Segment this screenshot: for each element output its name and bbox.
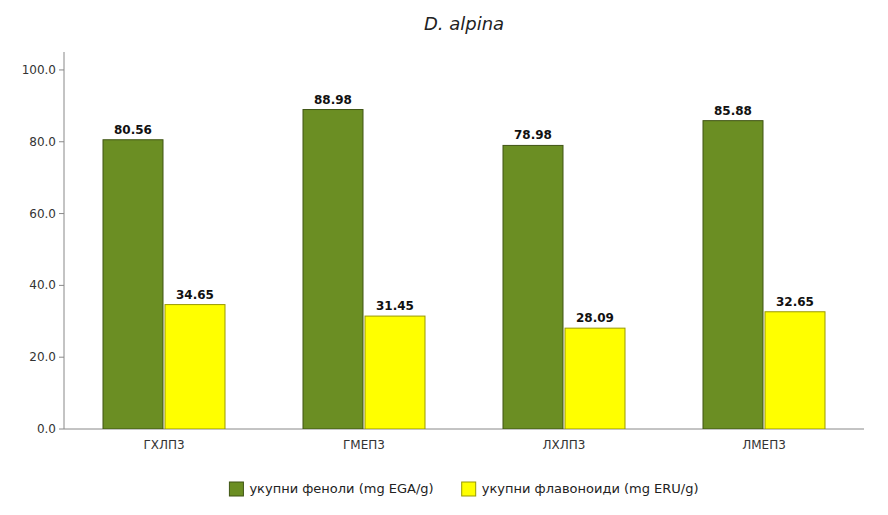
data-label: 80.56 xyxy=(114,123,152,137)
y-tick xyxy=(59,141,64,142)
legend-label: укупни флавоноиди (mg ERU/g) xyxy=(482,481,699,496)
y-tick-label: 60.0 xyxy=(29,207,56,221)
data-label: 28.09 xyxy=(576,311,614,325)
legend-label: укупни феноли (mg EGA/g) xyxy=(249,481,433,496)
y-tick xyxy=(59,429,64,430)
legend-item: укупни флавоноиди (mg ERU/g) xyxy=(462,481,699,496)
bars xyxy=(103,110,825,429)
title: D. alpina xyxy=(424,13,504,34)
y-tick-label: 100.0 xyxy=(22,63,56,77)
legend-swatch xyxy=(462,482,476,496)
bar xyxy=(103,140,163,429)
y-tick-label: 80.0 xyxy=(29,135,56,149)
data-label: 32.65 xyxy=(776,295,814,309)
data-label: 85.88 xyxy=(714,104,752,118)
legend-swatch xyxy=(229,482,243,496)
y-tick xyxy=(59,357,64,358)
y-tick xyxy=(59,285,64,286)
bar xyxy=(165,305,225,429)
data-label: 31.45 xyxy=(376,299,414,313)
bar xyxy=(765,312,825,429)
chart: D. alpina 0.0 20.0 40.0 60.0 80.0 100.0 80.56 34… xyxy=(0,0,888,515)
y-tick xyxy=(59,213,64,214)
data-label: 78.98 xyxy=(514,128,552,142)
y-tick-label: 40.0 xyxy=(29,278,56,292)
x-tick-label: ЛХЛП3 xyxy=(543,438,586,452)
y-tick xyxy=(59,69,64,70)
data-label: 34.65 xyxy=(176,288,214,302)
legend: укупни феноли (mg EGA/g) укупни флавоноид… xyxy=(229,481,698,496)
x-tick-label: ГМЕП3 xyxy=(343,438,385,452)
y-tick-label: 0.0 xyxy=(37,422,56,436)
bar xyxy=(703,121,763,429)
bar xyxy=(503,145,563,429)
bar xyxy=(565,328,625,429)
y-axis: 0.0 20.0 40.0 60.0 80.0 100.0 xyxy=(22,52,864,436)
y-tick-label: 20.0 xyxy=(29,350,56,364)
legend-item: укупни феноли (mg EGA/g) xyxy=(229,481,433,496)
bar xyxy=(365,316,425,429)
x-tick-label: ГХЛП3 xyxy=(143,438,184,452)
data-label: 88.98 xyxy=(314,93,352,107)
data-labels: 80.56 34.65 88.98 31.45 78.98 28.09 85.88 32.65 xyxy=(114,93,814,326)
y-axis-line xyxy=(64,52,65,429)
bar xyxy=(303,110,363,429)
x-tick-label: ЛМЕП3 xyxy=(742,438,786,452)
